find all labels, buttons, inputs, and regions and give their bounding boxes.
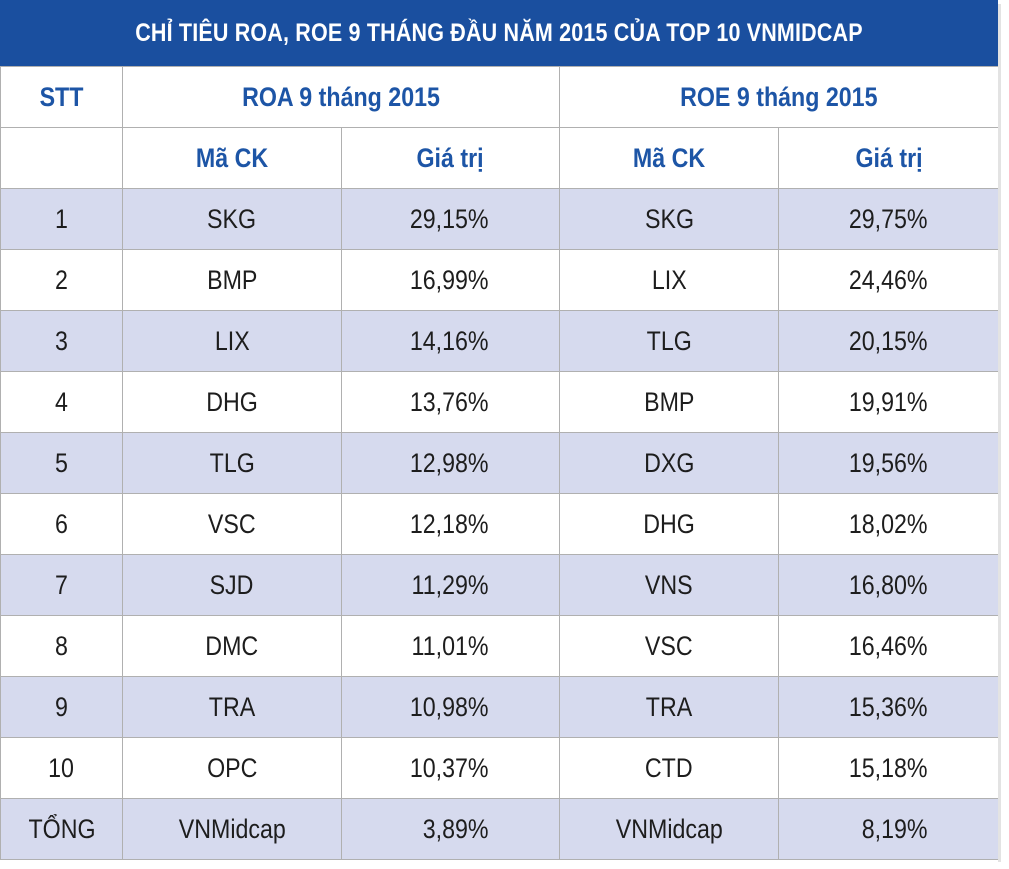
header-roa-code: Mã CK [122, 127, 342, 189]
cell-roe-value: 19,91% [778, 371, 1000, 433]
table-row: 3 LIX 14,16% TLG 20,15% [0, 310, 1000, 372]
header-stt-blank [0, 127, 123, 189]
cell-roa-code: SKG [122, 188, 342, 250]
cell-roa-value: 12,98% [340, 432, 561, 494]
cell-roa-code: TRA [122, 676, 342, 738]
cell-stt: 3 [0, 310, 123, 372]
cell-stt: 2 [0, 249, 123, 311]
table-row: 8 DMC 11,01% VSC 16,46% [0, 615, 1000, 677]
cell-stt: 9 [0, 676, 123, 738]
table-row: 10 OPC 10,37% CTD 15,18% [0, 737, 1000, 799]
cell-stt: 7 [0, 554, 123, 616]
cell-roa-code: BMP [122, 249, 342, 311]
roa-roe-table: STT ROA 9 tháng 2015 ROE 9 tháng 2015 Mã… [0, 66, 1000, 860]
table-row: 7 SJD 11,29% VNS 16,80% [0, 554, 1000, 616]
table-row: 2 BMP 16,99% LIX 24,46% [0, 249, 1000, 311]
table-row: 9 TRA 10,98% TRA 15,36% [0, 676, 1000, 738]
header-roa-value: Giá trị [340, 127, 561, 189]
table-shadow [998, 4, 1001, 862]
header-row-sub: Mã CK Giá trị Mã CK Giá trị [0, 127, 1000, 189]
table-row: 5 TLG 12,98% DXG 19,56% [0, 432, 1000, 494]
header-roe-group: ROE 9 tháng 2015 [559, 66, 1000, 128]
cell-roa-value: 11,01% [340, 615, 561, 677]
header-stt: STT [0, 66, 123, 128]
cell-roa-value: 13,76% [340, 371, 561, 433]
cell-roe-code: DHG [559, 493, 780, 555]
header-row-group: STT ROA 9 tháng 2015 ROE 9 tháng 2015 [0, 66, 1000, 128]
cell-stt: 10 [0, 737, 123, 799]
cell-roa-code: SJD [122, 554, 342, 616]
cell-stt: 6 [0, 493, 123, 555]
cell-roa-value: 16,99% [340, 249, 561, 311]
cell-roe-code: VSC [559, 615, 780, 677]
cell-roa-code: TLG [122, 432, 342, 494]
cell-roa-value: 14,16% [340, 310, 561, 372]
table-row: 1 SKG 29,15% SKG 29,75% [0, 188, 1000, 250]
cell-roe-value: 19,56% [778, 432, 1000, 494]
cell-roe-value: 18,02% [778, 493, 1000, 555]
cell-roe-code: TRA [559, 676, 780, 738]
cell-roa-code: VNMidcap [122, 798, 342, 860]
cell-roe-code: LIX [559, 249, 780, 311]
cell-roe-value: 15,36% [778, 676, 1000, 738]
cell-roa-code: LIX [122, 310, 342, 372]
cell-roa-code: DHG [122, 371, 342, 433]
cell-stt: 4 [0, 371, 123, 433]
cell-roa-code: VSC [122, 493, 342, 555]
cell-roe-value: 16,46% [778, 615, 1000, 677]
cell-roe-value: 16,80% [778, 554, 1000, 616]
cell-stt: 8 [0, 615, 123, 677]
table-row: 6 VSC 12,18% DHG 18,02% [0, 493, 1000, 555]
cell-roe-code: DXG [559, 432, 780, 494]
cell-roe-value: 24,46% [778, 249, 1000, 311]
table-title-bar: CHỈ TIÊU ROA, ROE 9 THÁNG ĐẦU NĂM 2015 C… [0, 0, 998, 66]
cell-roa-value: 12,18% [340, 493, 561, 555]
header-roe-value: Giá trị [778, 127, 1000, 189]
table-row: 4 DHG 13,76% BMP 19,91% [0, 371, 1000, 433]
cell-roa-value: 10,37% [340, 737, 561, 799]
cell-roe-value: 20,15% [778, 310, 1000, 372]
cell-roe-code: TLG [559, 310, 780, 372]
cell-roa-value: 29,15% [340, 188, 561, 250]
cell-roe-value: 8,19% [778, 798, 1000, 860]
cell-stt: TỔNG [0, 798, 123, 860]
table-title: CHỈ TIÊU ROA, ROE 9 THÁNG ĐẦU NĂM 2015 C… [135, 18, 863, 47]
cell-roe-code: VNMidcap [559, 798, 780, 860]
cell-roe-code: CTD [559, 737, 780, 799]
cell-roa-value: 11,29% [340, 554, 561, 616]
cell-roa-value: 3,89% [340, 798, 561, 860]
cell-roe-code: BMP [559, 371, 780, 433]
header-roa-group: ROA 9 tháng 2015 [121, 66, 561, 128]
cell-roa-code: OPC [122, 737, 342, 799]
cell-stt: 5 [0, 432, 123, 494]
cell-roa-code: DMC [122, 615, 342, 677]
cell-roe-code: VNS [559, 554, 780, 616]
cell-roa-value: 10,98% [340, 676, 561, 738]
total-row: TỔNG VNMidcap 3,89% VNMidcap 8,19% [0, 798, 1000, 860]
cell-roe-value: 15,18% [778, 737, 1000, 799]
header-roe-code: Mã CK [559, 127, 780, 189]
cell-roe-value: 29,75% [778, 188, 1000, 250]
cell-roe-code: SKG [559, 188, 780, 250]
cell-stt: 1 [0, 188, 123, 250]
